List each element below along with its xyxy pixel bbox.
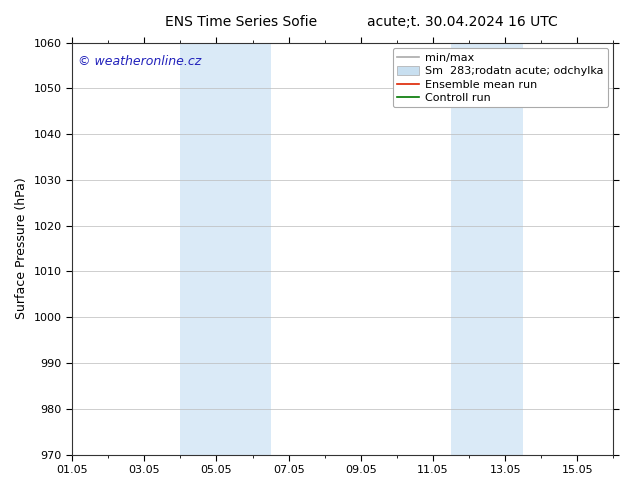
Bar [451,43,523,455]
Bar [180,43,271,455]
Legend: min/max, Sm  283;rodatn acute; odchylka, Ensemble mean run, Controll run: min/max, Sm 283;rodatn acute; odchylka, … [392,48,608,107]
Text: ENS Time Series Sofie: ENS Time Series Sofie [165,15,317,29]
Text: © weatheronline.cz: © weatheronline.cz [77,55,201,68]
Text: acute;t. 30.04.2024 16 UTC: acute;t. 30.04.2024 16 UTC [368,15,558,29]
Y-axis label: Surface Pressure (hPa): Surface Pressure (hPa) [15,178,28,319]
